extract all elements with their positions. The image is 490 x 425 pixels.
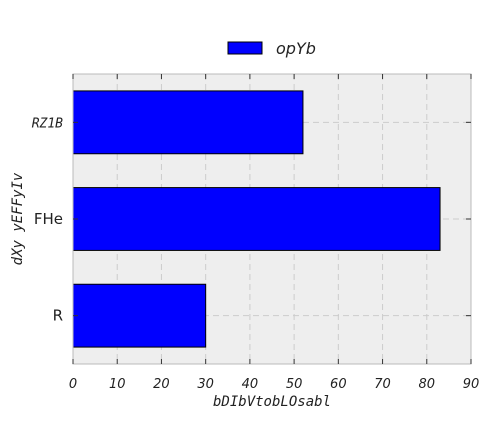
bar — [72, 90, 304, 155]
x-tick-label: 30 — [197, 377, 214, 392]
y-axis-tick-labels: R FHe RZ1B — [32, 116, 63, 324]
legend: opYb — [227, 39, 316, 58]
x-tick-label: 90 — [463, 377, 480, 392]
y-axis-label: dXy yEFFyIv — [10, 172, 26, 265]
x-tick-label: 70 — [374, 377, 391, 392]
axis-ticks — [72, 74, 472, 364]
x-tick-label: 60 — [330, 377, 347, 392]
x-tick-label: 20 — [153, 377, 170, 392]
y-tick-label: R — [53, 307, 63, 325]
y-tick-label: FHe — [34, 210, 63, 228]
x-tick-label: 40 — [242, 377, 259, 392]
y-tick-label: RZ1B — [32, 116, 63, 131]
legend-label: opYb — [276, 39, 316, 58]
x-axis-label: bDIbVtobLOsabl — [213, 394, 331, 410]
x-tick-label: 10 — [109, 377, 126, 392]
bar — [72, 187, 441, 251]
x-tick-label: 0 — [69, 377, 77, 392]
legend-swatch — [227, 41, 263, 55]
x-axis-tick-labels: 0 10 20 30 40 50 60 70 80 90 — [69, 377, 479, 392]
x-tick-label: 50 — [286, 377, 303, 392]
bar — [72, 283, 207, 348]
x-tick-label: 80 — [419, 377, 436, 392]
